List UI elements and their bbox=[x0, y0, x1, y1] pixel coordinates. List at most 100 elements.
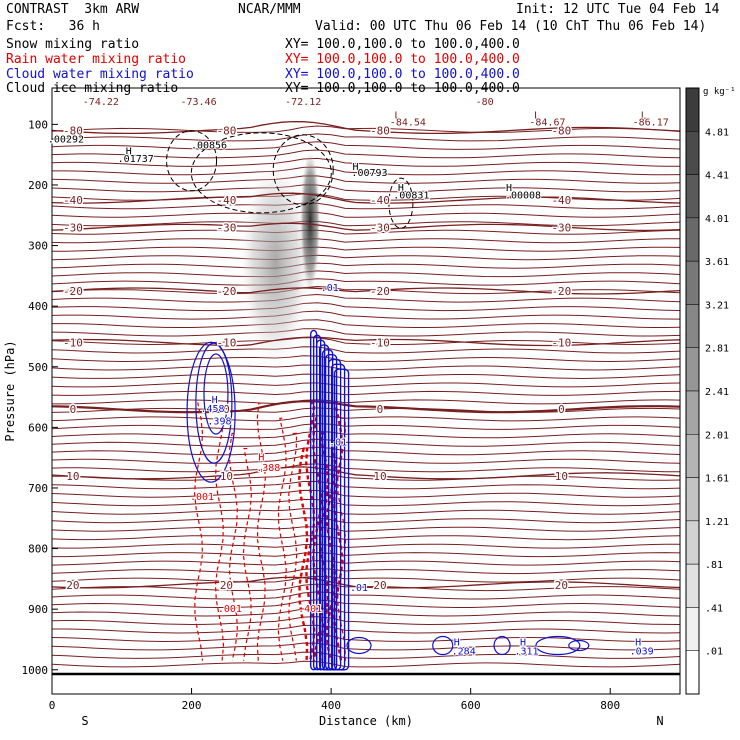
isentrope-line bbox=[52, 599, 680, 609]
plot-frame bbox=[51, 87, 681, 695]
contour-annotation: .01737 bbox=[118, 154, 154, 165]
contour-annotation: .00793 bbox=[351, 168, 387, 179]
contour-annotation: H bbox=[520, 638, 526, 649]
isentrope-line bbox=[52, 438, 680, 447]
isentrope-line bbox=[52, 125, 680, 133]
temperature-contour-label: -10 bbox=[370, 337, 390, 350]
y-tick-label: 700 bbox=[28, 482, 48, 495]
contour-annotation: L bbox=[394, 110, 400, 121]
contour-annotation: H bbox=[635, 638, 641, 649]
isentrope-line bbox=[52, 660, 680, 668]
rain-contour bbox=[336, 417, 347, 661]
isentrope-line bbox=[52, 175, 680, 184]
contour-annotation: .388 bbox=[256, 463, 280, 474]
contour-annotation: -86.17 bbox=[633, 118, 669, 129]
temperature-contour-label: -30 bbox=[370, 221, 390, 234]
isentrope-line bbox=[52, 184, 680, 193]
isentrope-line bbox=[52, 157, 680, 167]
contour-annotation: -74.22 bbox=[83, 97, 119, 108]
temperature-contour-label: 20 bbox=[555, 579, 568, 592]
contour-annotation: .401 bbox=[298, 604, 322, 615]
cloud-water-contour bbox=[312, 334, 322, 671]
contour-annotation: -73.46 bbox=[180, 97, 216, 108]
colorbar-label: 2.01 bbox=[705, 430, 729, 441]
field-xy-cloud-ice: XY= 100.0,100.0 to 100.0,400.0 bbox=[285, 81, 520, 96]
cloud-ice-contour bbox=[190, 132, 332, 214]
colorbar-label: 1.21 bbox=[705, 517, 729, 528]
isentrope-line bbox=[52, 489, 680, 498]
isentrope-line bbox=[52, 624, 680, 634]
isentrope-line bbox=[52, 382, 680, 388]
temperature-contour-label: -40 bbox=[217, 194, 237, 207]
cloud-ice-contour bbox=[166, 130, 218, 192]
x-axis-label: Distance (km) bbox=[319, 714, 413, 728]
isentrope-line bbox=[52, 480, 680, 490]
colorbar-swatch bbox=[685, 304, 700, 348]
contour-annotation: H bbox=[454, 638, 460, 649]
valid-time: Valid: 00 UTC Thu 06 Feb 14 (10 ChT Thu … bbox=[315, 19, 707, 34]
isentrope-line bbox=[52, 517, 680, 524]
temperature-contour-label: 10 bbox=[220, 470, 233, 483]
contour-annotation: L bbox=[641, 110, 647, 121]
isentrope-line bbox=[52, 454, 680, 464]
contour-annotation: .00292 bbox=[48, 135, 84, 146]
contour-annotation: H bbox=[398, 183, 404, 194]
field-name-cloud-ice: Cloud ice mixing ratio bbox=[6, 81, 178, 96]
contour-annotation: .00008 bbox=[505, 190, 541, 201]
temperature-contour-label: 10 bbox=[555, 470, 568, 483]
isentrope-line bbox=[52, 133, 680, 142]
field-xy-snow: XY= 100.0,100.0 to 100.0,400.0 bbox=[285, 37, 520, 52]
isentrope-line bbox=[52, 285, 680, 295]
isentrope-line bbox=[52, 141, 680, 150]
temperature-contour-label: -10 bbox=[217, 337, 237, 350]
isentrope-line bbox=[52, 246, 680, 252]
colorbar-label: 2.81 bbox=[705, 344, 729, 355]
isentrope-line bbox=[52, 560, 680, 566]
contour-annotation: .001 bbox=[218, 604, 242, 615]
contour-annotation: H bbox=[212, 395, 218, 406]
contour-annotation: -84.54 bbox=[390, 118, 426, 129]
colorbar-frame bbox=[685, 87, 700, 695]
cloud-water-contour bbox=[186, 341, 236, 483]
snow-core-shading bbox=[300, 151, 321, 292]
rain-contour bbox=[297, 447, 309, 661]
temperature-contour-label: -80 bbox=[370, 124, 390, 137]
contour-annotation: .00856 bbox=[191, 141, 227, 152]
y-tick-label: 600 bbox=[28, 421, 48, 434]
isentrope-line bbox=[52, 373, 680, 380]
isentrope-line bbox=[52, 535, 680, 541]
temperature-contour-label: -30 bbox=[551, 221, 571, 234]
isentrope-line bbox=[52, 390, 680, 396]
contour-annotation: H bbox=[353, 162, 359, 173]
org-label: NCAR/MMM bbox=[238, 2, 301, 17]
cloud-water-contour bbox=[315, 339, 326, 671]
cloud-water-contour bbox=[568, 639, 590, 652]
temperature-contour-label: -10 bbox=[63, 337, 83, 350]
forecast-hour: Fcst: 36 h bbox=[6, 19, 100, 34]
temperature-contour-label: -40 bbox=[551, 194, 571, 207]
colorbar-label: 4.01 bbox=[705, 214, 729, 225]
cloud-water-contour bbox=[493, 635, 511, 656]
colorbar-label: 3.21 bbox=[705, 300, 729, 311]
colorbar-label: .41 bbox=[705, 603, 723, 614]
field-name-snow: Snow mixing ratio bbox=[6, 37, 140, 52]
temperature-contour bbox=[52, 336, 680, 347]
isentrope-line bbox=[52, 262, 680, 269]
isentrope-line bbox=[52, 293, 680, 303]
contour-annotation: -80 bbox=[476, 97, 494, 108]
isentrope-line bbox=[52, 575, 680, 583]
temperature-contour bbox=[52, 120, 680, 135]
contour-annotation: .398 bbox=[207, 416, 231, 427]
isentrope-line bbox=[52, 508, 680, 515]
isentrope-line bbox=[52, 202, 680, 210]
isentrope-line bbox=[52, 328, 680, 337]
temperature-contour-label: 20 bbox=[373, 579, 386, 592]
isentrope-line bbox=[52, 616, 680, 626]
temperature-contour-label: -40 bbox=[370, 194, 390, 207]
cloud-water-contour bbox=[333, 368, 350, 671]
contour-annotation: .001 bbox=[190, 492, 214, 503]
colorbar-swatch bbox=[685, 434, 700, 478]
colorbar-swatch bbox=[685, 131, 700, 175]
colorbar-label: 2.41 bbox=[705, 387, 729, 398]
isentrope-line bbox=[52, 229, 680, 235]
